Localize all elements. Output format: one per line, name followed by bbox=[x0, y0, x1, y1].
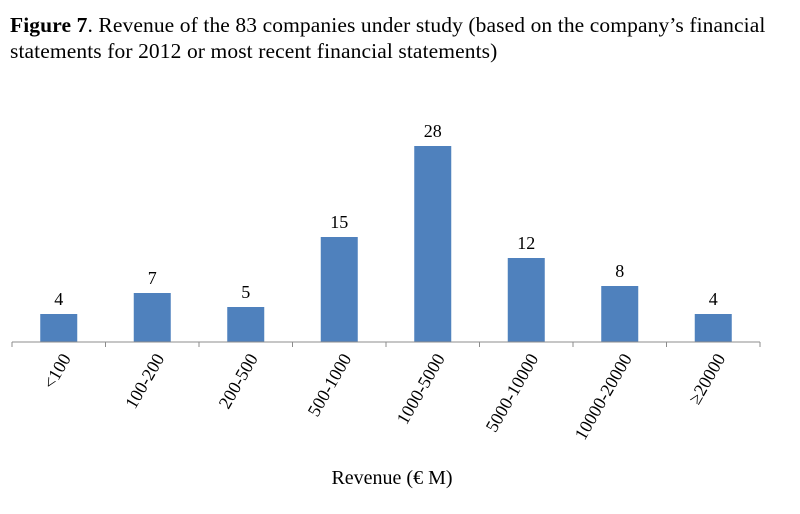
x-tick-label: <100 bbox=[39, 350, 75, 392]
bar bbox=[133, 293, 171, 342]
x-axis-label: Revenue (€ M) bbox=[331, 467, 452, 489]
bar bbox=[320, 237, 358, 342]
bar-value-label: 4 bbox=[709, 289, 718, 309]
bars-group bbox=[40, 146, 732, 342]
bar-value-label: 5 bbox=[241, 282, 250, 302]
value-labels-group: 4 7 5 15 28 12 8 4 bbox=[54, 121, 718, 309]
x-tick-label: 500-1000 bbox=[303, 350, 355, 420]
x-tick-label: ≥20000 bbox=[685, 350, 730, 408]
bar bbox=[227, 307, 265, 342]
bar-value-label: 28 bbox=[424, 121, 442, 141]
bar bbox=[694, 314, 732, 342]
bar bbox=[507, 258, 545, 342]
bar-value-label: 12 bbox=[517, 233, 535, 253]
x-axis-ticks-group bbox=[11, 342, 761, 347]
bar bbox=[40, 314, 78, 342]
bar-value-label: 15 bbox=[330, 212, 348, 232]
bar bbox=[601, 286, 639, 342]
figure-caption-text: . Revenue of the 83 companies under stud… bbox=[10, 13, 766, 63]
x-tick-label: 10000-20000 bbox=[570, 350, 635, 443]
x-tick-labels-group: <100 100-200 200-500 500-1000 1000-5000 5000-… bbox=[39, 350, 729, 443]
x-tick-label: 5000-10000 bbox=[481, 350, 542, 435]
x-tick-label: 200-500 bbox=[214, 350, 261, 412]
bar-value-label: 8 bbox=[615, 261, 624, 281]
figure-caption: Figure 7. Revenue of the 83 companies un… bbox=[10, 12, 790, 64]
bar-value-label: 4 bbox=[54, 289, 63, 309]
figure-label: Figure 7 bbox=[10, 13, 88, 37]
bar bbox=[414, 146, 452, 342]
bar-value-label: 7 bbox=[148, 268, 157, 288]
x-tick-label: 1000-5000 bbox=[392, 350, 448, 428]
x-tick-label: 100-200 bbox=[121, 350, 168, 412]
